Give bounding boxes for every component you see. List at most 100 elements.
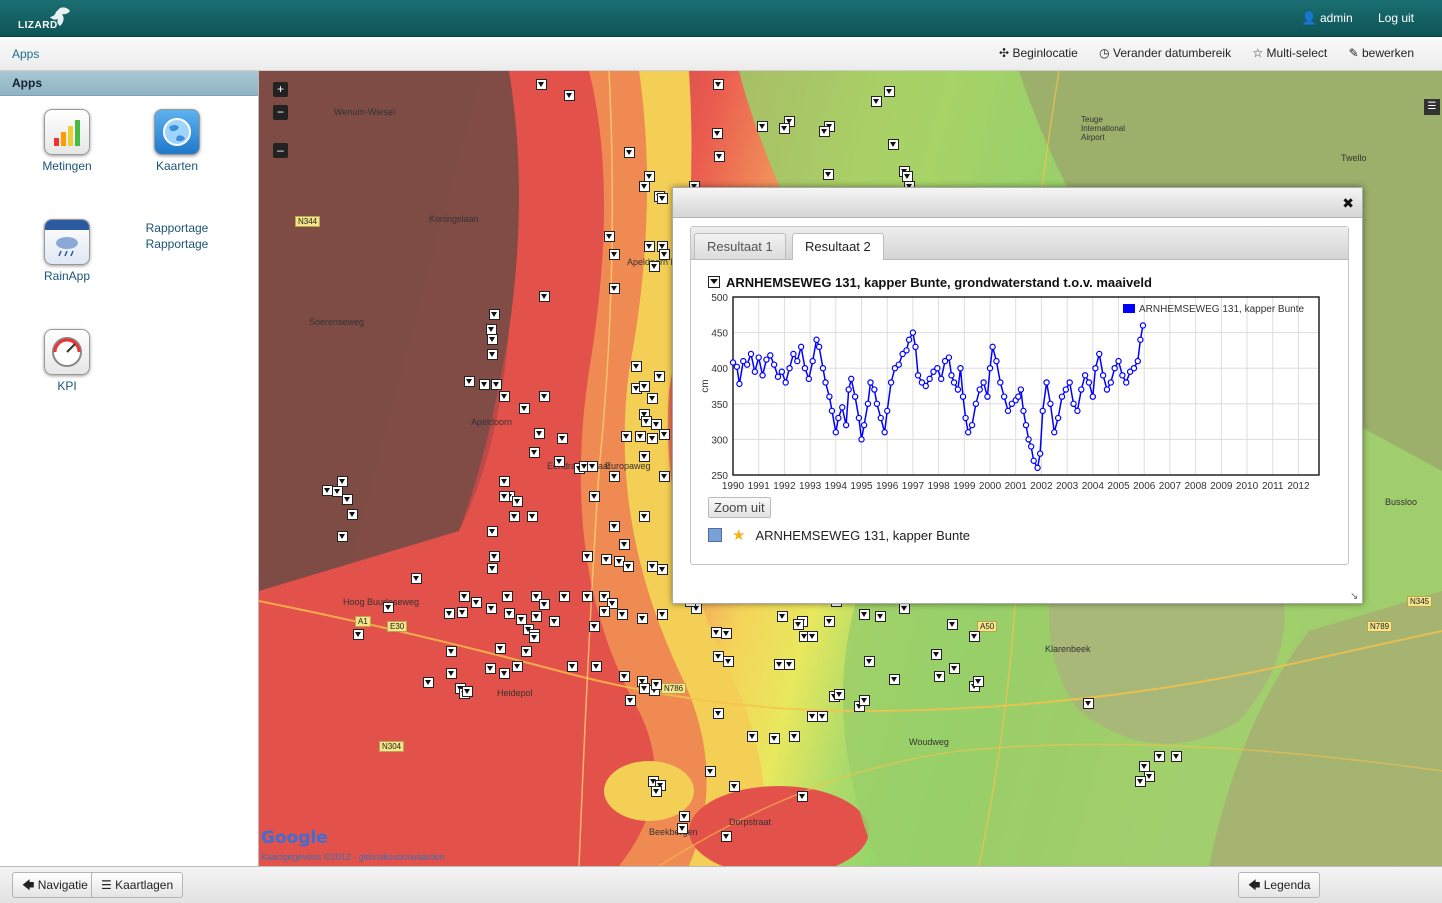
measurement-marker-icon[interactable] [529,447,540,458]
measurement-marker-icon[interactable] [647,393,658,404]
measurement-marker-icon[interactable] [807,711,818,722]
measurement-marker-icon[interactable] [657,193,668,204]
data-point[interactable] [729,359,737,366]
measurement-marker-icon[interactable] [521,646,532,657]
measurement-marker-icon[interactable] [499,491,510,502]
favorite-star-icon[interactable]: ★ [732,527,746,544]
data-point[interactable] [1030,457,1037,464]
measurement-marker-icon[interactable] [423,677,434,688]
measurement-marker-icon[interactable] [934,671,945,682]
zoom-min-button[interactable]: – [273,143,288,158]
measurement-marker-icon[interactable] [471,597,482,608]
measurement-marker-icon[interactable] [651,679,662,690]
measurement-marker-icon[interactable] [536,79,547,90]
app-kpi[interactable]: KPI [22,329,112,393]
measurement-marker-icon[interactable] [601,554,612,565]
measurement-marker-icon[interactable] [623,561,634,572]
measurement-marker-icon[interactable] [651,786,662,797]
data-point[interactable] [740,357,747,365]
collapse-toggle-icon[interactable] [708,276,720,288]
measurement-marker-icon[interactable] [347,509,358,520]
data-point[interactable] [937,375,945,383]
measurement-marker-icon[interactable] [777,611,788,622]
data-point[interactable] [1017,386,1025,393]
data-point[interactable] [826,393,833,400]
data-point[interactable] [1054,414,1062,422]
measurement-marker-icon[interactable] [625,695,636,706]
data-point[interactable] [864,400,872,408]
measurement-marker-icon[interactable] [609,249,620,260]
data-point[interactable] [899,350,906,358]
tab-resultaat-1[interactable]: Resultaat 1 [694,233,786,259]
data-point[interactable] [819,364,827,372]
measurement-marker-icon[interactable] [679,811,690,822]
data-point[interactable] [759,372,766,379]
data-point[interactable] [1139,322,1147,329]
data-point[interactable] [918,379,926,386]
measurement-marker-icon[interactable] [554,456,565,467]
measurement-marker-icon[interactable] [504,608,515,619]
logout-link[interactable]: Log uit [1377,11,1414,25]
measurement-marker-icon[interactable] [817,711,828,722]
data-point[interactable] [774,373,782,380]
measurement-marker-icon[interactable] [834,689,845,700]
measurement-marker-icon[interactable] [973,676,984,687]
data-point[interactable] [763,356,770,363]
zoom-out-button[interactable]: − [273,105,288,120]
data-point[interactable] [997,379,1004,386]
measurement-marker-icon[interactable] [342,494,353,505]
measurement-marker-icon[interactable] [534,428,545,439]
kaartlagen-button[interactable]: ☰ Kaartlagen [91,872,184,898]
measurement-marker-icon[interactable] [502,591,513,602]
measurement-marker-icon[interactable] [609,521,620,532]
data-point[interactable] [1025,436,1032,443]
data-point[interactable] [871,386,878,393]
measurement-marker-icon[interactable] [875,611,886,622]
data-point[interactable] [877,414,884,422]
data-point[interactable] [733,363,741,370]
measurement-marker-icon[interactable] [713,79,724,90]
data-point[interactable] [941,357,949,365]
data-point[interactable] [755,354,762,361]
data-point[interactable] [1123,379,1130,386]
app-rapportage[interactable]: Rapportage Rapportage [132,221,222,251]
data-point[interactable] [1137,336,1144,343]
data-point[interactable] [959,393,967,400]
measurement-marker-icon[interactable] [499,476,510,487]
beginlocatie-button[interactable]: ✣ Beginlocatie [999,46,1078,60]
measurement-marker-icon[interactable] [889,674,900,685]
measurement-marker-icon[interactable] [639,381,650,392]
data-point[interactable] [980,379,987,386]
data-point[interactable] [828,407,836,415]
data-point[interactable] [743,361,751,368]
data-point[interactable] [770,361,778,368]
data-point[interactable] [914,372,922,379]
measurement-marker-icon[interactable] [659,471,670,482]
measurement-marker-icon[interactable] [884,86,895,97]
zoom-in-button[interactable]: + [273,82,288,97]
lizard-logo[interactable]: LIZARD [14,4,80,32]
data-point[interactable] [1070,400,1077,408]
measurement-marker-icon[interactable] [516,614,527,625]
measurement-marker-icon[interactable] [729,781,740,792]
measurement-marker-icon[interactable] [649,261,660,272]
data-point[interactable] [747,350,755,358]
data-point[interactable] [778,368,786,375]
data-point[interactable] [815,343,823,351]
data-point[interactable] [972,400,980,408]
app-metingen[interactable]: Metingen [22,109,112,173]
data-point[interactable] [950,379,958,386]
data-point[interactable] [1015,393,1022,400]
data-point[interactable] [1107,379,1115,386]
measurement-marker-icon[interactable] [631,361,642,372]
measurement-marker-icon[interactable] [721,831,732,842]
data-point[interactable] [993,357,1000,365]
measurement-marker-icon[interactable] [769,733,780,744]
measurement-marker-icon[interactable] [888,139,899,150]
measurement-marker-icon[interactable] [459,591,470,602]
measurement-marker-icon[interactable] [589,621,600,632]
data-point[interactable] [986,364,994,372]
data-point[interactable] [903,347,910,354]
measurement-marker-icon[interactable] [713,651,724,662]
measurement-marker-icon[interactable] [512,496,523,507]
